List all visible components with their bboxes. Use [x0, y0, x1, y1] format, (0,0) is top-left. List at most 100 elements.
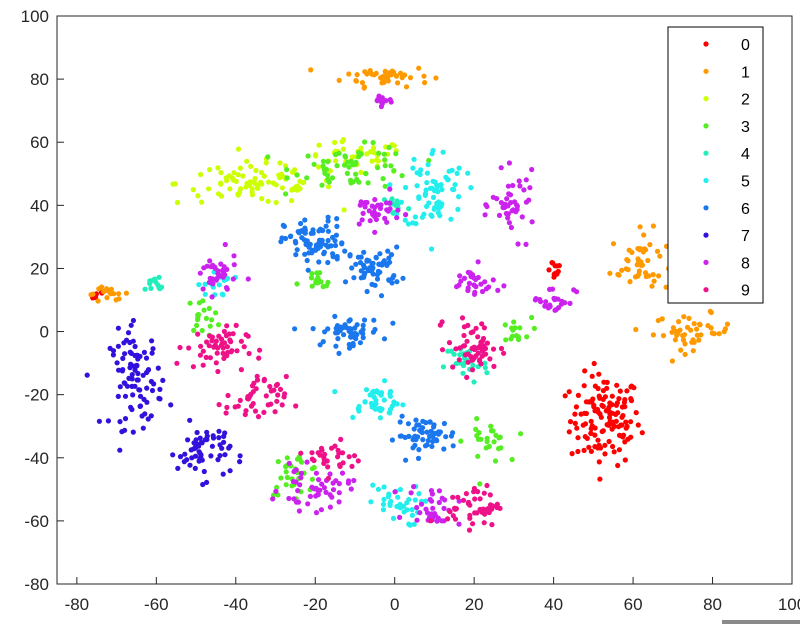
scatter-point	[373, 70, 379, 76]
scatter-point	[248, 163, 254, 169]
scatter-point	[660, 333, 667, 339]
scatter-point	[694, 326, 700, 332]
scatter-point	[406, 521, 412, 527]
scatter-point	[355, 254, 361, 260]
scatter-point	[132, 367, 138, 373]
scatter-point	[168, 402, 174, 408]
scatter-point	[415, 455, 422, 461]
scatter-point	[329, 175, 336, 181]
scatter-point	[325, 237, 331, 244]
scatter-point	[213, 360, 219, 366]
scatter-point	[682, 341, 688, 347]
scatter-point	[355, 458, 361, 464]
scatter-point	[332, 139, 338, 146]
scatter-point	[475, 489, 481, 495]
y-tick-label: 80	[30, 70, 49, 89]
scatter-point	[452, 505, 458, 511]
scatter-point	[465, 285, 471, 291]
scatter-point	[325, 218, 331, 224]
scatter-point	[645, 257, 651, 264]
scatter-point	[241, 344, 247, 350]
scatter-point	[601, 379, 607, 385]
scatter-point	[624, 423, 630, 429]
scatter-point	[229, 348, 235, 354]
scatter-point	[635, 246, 641, 252]
scatter-point	[517, 183, 523, 189]
scatter-point	[456, 357, 462, 363]
scatter-point	[319, 182, 325, 188]
scatter-point	[338, 324, 344, 330]
x-tick-label: 60	[624, 595, 643, 614]
scatter-point	[470, 521, 476, 527]
scatter-point	[263, 393, 269, 399]
scatter-point	[481, 490, 487, 496]
scatter-point	[614, 400, 621, 406]
legend-box	[667, 26, 764, 304]
scatter-point	[185, 437, 191, 443]
scatter-point	[235, 403, 241, 409]
scatter-point	[472, 496, 478, 502]
scatter-point	[339, 241, 345, 247]
scatter-point	[336, 481, 342, 487]
scatter-point	[203, 354, 209, 360]
scatter-point	[216, 435, 222, 441]
scatter-point	[464, 374, 470, 380]
scatter-point	[360, 322, 366, 328]
scatter-point	[356, 179, 362, 185]
scatter-point	[457, 273, 463, 279]
scatter-point	[210, 281, 216, 287]
scatter-point	[633, 326, 639, 333]
scatter-point	[354, 332, 360, 338]
scatter-point	[503, 210, 509, 217]
scatter-point	[566, 389, 572, 395]
scatter-point	[333, 478, 339, 484]
scatter-point	[423, 187, 429, 193]
scatter-point	[463, 491, 469, 497]
scatter-point	[431, 422, 437, 428]
scatter-point	[334, 223, 340, 229]
scatter-point	[388, 163, 394, 169]
scatter-point	[507, 192, 514, 198]
scatter-point	[569, 451, 575, 457]
scatter-point	[364, 199, 370, 206]
scatter-point	[650, 272, 656, 278]
scatter-point	[211, 344, 217, 350]
scatter-point	[394, 244, 400, 250]
scatter-point	[497, 505, 503, 511]
scatter-point	[467, 512, 473, 519]
scatter-point	[220, 345, 226, 351]
scatter-point	[398, 70, 404, 76]
scatter-point	[596, 459, 602, 465]
scatter-point	[610, 241, 617, 247]
scatter-point	[394, 215, 400, 221]
scatter-point	[482, 345, 489, 352]
scatter-point	[136, 387, 142, 393]
scatter-point	[218, 261, 224, 267]
scatter-point	[474, 345, 481, 351]
scatter-point	[198, 343, 204, 349]
scatter-point	[220, 471, 226, 477]
scatter-point	[283, 469, 289, 475]
scatter-point	[517, 325, 523, 331]
scatter-point	[455, 494, 461, 500]
scatter-point	[311, 161, 317, 167]
scatter-point	[403, 184, 409, 191]
scatter-point	[115, 343, 121, 349]
scatter-point	[206, 305, 212, 311]
scatter-point	[200, 298, 206, 304]
scatter-point	[395, 80, 401, 86]
scatter-point	[134, 362, 140, 368]
scatter-point	[635, 422, 641, 428]
scatter-point	[483, 202, 489, 208]
scatter-point	[132, 343, 138, 350]
scatter-point	[484, 370, 490, 376]
x-tick-label: 80	[703, 595, 722, 614]
scatter-point	[410, 445, 416, 451]
scatter-point	[477, 481, 483, 487]
scatter-point	[261, 409, 267, 415]
scatter-point	[96, 418, 102, 424]
scatter-point	[543, 299, 549, 305]
scatter-point	[393, 151, 399, 157]
scatter-point	[420, 437, 426, 443]
scatter-point	[346, 318, 352, 324]
